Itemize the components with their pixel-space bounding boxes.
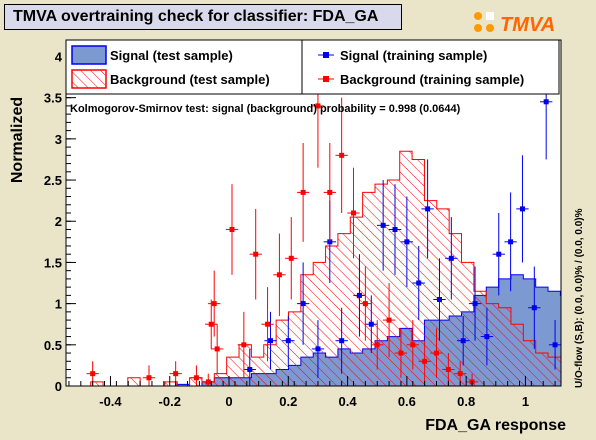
background-training-point: [371, 320, 384, 370]
signal-training-point: [264, 311, 277, 370]
legend-label-signal-training: Signal (training sample): [340, 48, 487, 63]
background-training-point: [225, 184, 239, 275]
signal-training-point: [376, 180, 390, 271]
background-training-point: [205, 299, 218, 349]
y-tick-label: 3.5: [44, 91, 62, 106]
background-training-point: [273, 233, 286, 316]
legend-marker-signal-training: [318, 52, 334, 58]
background-training-point: [418, 340, 431, 382]
legend-swatch-background-test: [71, 69, 107, 89]
signal-training-point: [504, 192, 517, 292]
signal-training-point: [433, 258, 446, 341]
x-tick-label: -0.2: [159, 394, 181, 409]
background-training-point: [202, 373, 215, 386]
background-training-point: [323, 142, 336, 242]
signal-training-point: [480, 307, 494, 366]
x-tick-label: 0: [225, 394, 232, 409]
signal-training-point: [412, 245, 425, 321]
signal-training-point: [528, 266, 541, 349]
y-tick-label: 0.5: [44, 338, 62, 353]
background-training-point: [359, 266, 372, 341]
signal-training-point: [400, 196, 414, 288]
background-training-point: [261, 287, 274, 362]
background-training-point: [406, 320, 419, 370]
signal-training-point: [335, 307, 348, 374]
background-training-point: [382, 283, 396, 358]
signal-training-point: [492, 213, 505, 296]
tmva-logo-text: TMVA: [500, 14, 555, 36]
background-training-point: [142, 365, 156, 386]
legend-label-background-test: Background (test sample): [110, 72, 270, 87]
ks-test-text: Kolmogorov-Smirnov test: signal (backgro…: [70, 103, 461, 115]
x-tick-label: -0.4: [99, 394, 122, 409]
signal-training-point: [243, 348, 256, 386]
background-training-point: [208, 270, 221, 337]
signal-training-point: [282, 315, 295, 366]
signal-training-point: [445, 217, 458, 300]
legend-label-signal-test: Signal (test sample): [110, 48, 233, 63]
x-tick-label: 1: [522, 394, 529, 409]
x-axis-label: FDA_GA response: [425, 417, 566, 434]
background-test-histogram: [66, 150, 561, 386]
y-tick-label: 1: [55, 297, 62, 312]
y-tick-label: 0: [55, 379, 62, 394]
y-tick-label: 3: [55, 132, 62, 147]
x-tick-label: 0.2: [279, 394, 297, 409]
overflow-text: U/O-flow (S,B): (0.0, 0.0)% / (0.0, 0.0)…: [574, 208, 585, 388]
signal-training-point: [365, 295, 378, 354]
background-training-point: [237, 311, 251, 378]
y-axis-label: Normalized: [9, 97, 26, 183]
background-training-point: [430, 328, 443, 378]
y-tick-label: 4: [55, 49, 63, 64]
signal-training-point: [468, 266, 482, 341]
background-training-point: [347, 167, 360, 259]
y-tick-label: 2: [55, 214, 62, 229]
plot-title: TMVA overtraining check for classifier: …: [4, 4, 402, 30]
signal-training-point: [353, 254, 366, 337]
x-tick-label: 0.4: [339, 394, 358, 409]
background-training-point: [442, 353, 455, 386]
legend-marker-background-training: [318, 76, 334, 82]
tmva-logo: TMVA: [474, 12, 555, 36]
signal-training-point: [296, 262, 310, 345]
y-tick-label: 1.5: [44, 255, 62, 270]
background-training-point: [335, 97, 348, 213]
background-training-point: [285, 217, 298, 300]
x-tick-label: 0.6: [398, 394, 416, 409]
background-training-point: [190, 365, 203, 386]
signal-training-point: [311, 320, 325, 378]
legend-label-background-training: Background (training sample): [340, 72, 524, 87]
background-training-point: [296, 142, 310, 242]
y-tick-label: 2.5: [44, 173, 62, 188]
signal-training-point: [388, 184, 402, 275]
background-training-point: [210, 324, 224, 374]
legend-swatch-signal-test: [71, 45, 107, 65]
signal-training-point: [421, 159, 434, 259]
background-training-point: [249, 208, 262, 300]
signal-training-point: [516, 155, 529, 263]
legend-box-right: [301, 39, 560, 95]
x-tick-label: 0.8: [457, 394, 475, 409]
signal-training-point: [457, 315, 470, 366]
background-training-point: [394, 328, 408, 378]
signal-training-point: [548, 320, 561, 370]
